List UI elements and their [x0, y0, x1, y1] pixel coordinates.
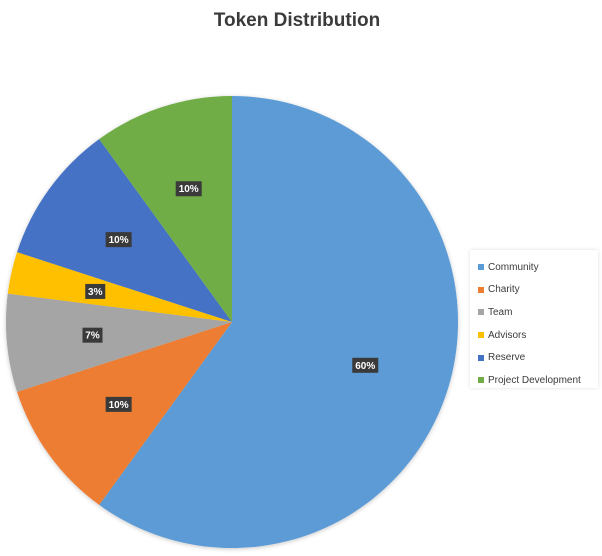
data-label-text: 10% [179, 184, 199, 195]
data-label-box [85, 283, 106, 299]
legend-label: Reserve [488, 352, 526, 364]
data-label-box [352, 357, 379, 373]
chart-title: Token Distribution [213, 10, 381, 31]
data-label-team: 7% [82, 327, 103, 343]
legend-item-team: Team [470, 301, 598, 324]
legend-swatch [478, 377, 484, 384]
legend-label: Project Development [488, 374, 581, 386]
pie-slice-charity [17, 322, 232, 505]
legend-swatch [478, 264, 484, 271]
legend-swatch [478, 332, 484, 339]
data-label-text: 3% [88, 287, 103, 298]
data-label-project-development: 10% [175, 181, 202, 197]
legend-label: Charity [488, 284, 520, 296]
legend-label: Community [488, 261, 539, 273]
pie-slice-community [99, 96, 459, 549]
legend-item-reserve: Reserve [470, 346, 598, 369]
data-label-advisors: 3% [85, 283, 106, 299]
legend-item-project-development: Project Development [470, 369, 598, 392]
data-label-box [105, 232, 132, 248]
data-label-text: 10% [109, 400, 129, 411]
data-label-box [105, 396, 132, 412]
data-label-text: 60% [355, 361, 375, 372]
pie-slice-advisors [7, 252, 233, 322]
legend: Community Charity Team Advisors Reserve Proje… [470, 250, 598, 388]
pie-slice-project-development [99, 96, 233, 322]
data-label-reserve: 10% [105, 232, 132, 248]
pie-slice-team [6, 293, 233, 392]
data-label-charity: 10% [105, 396, 132, 412]
legend-item-community: Community [470, 256, 598, 279]
legend-label: Team [488, 306, 513, 318]
pie-slice-reserve [17, 139, 232, 322]
pie-data-labels: 60% 10% 7% 3% 10% 10% [82, 181, 379, 412]
legend-swatch [478, 309, 484, 316]
legend-item-advisors: Advisors [470, 324, 598, 347]
pie-slices [6, 96, 459, 549]
legend-label: Advisors [488, 329, 527, 341]
legend-swatch [478, 354, 484, 361]
data-label-community: 60% [352, 357, 379, 373]
legend-item-charity: Charity [470, 279, 598, 302]
data-label-box [175, 181, 202, 197]
legend-swatch [478, 286, 484, 293]
data-label-box [82, 327, 103, 343]
data-label-text: 7% [85, 331, 100, 342]
data-label-text: 10% [109, 235, 129, 246]
